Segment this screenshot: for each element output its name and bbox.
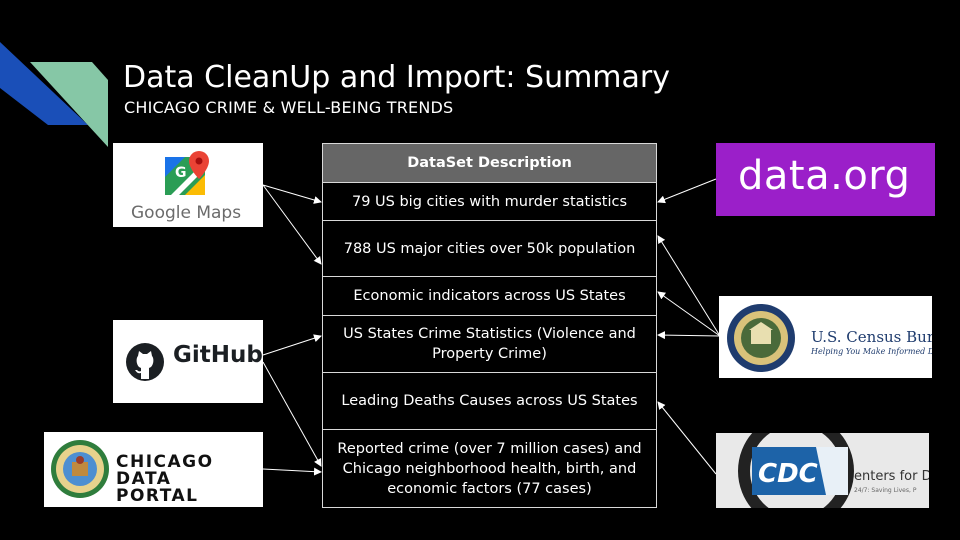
arrow bbox=[657, 235, 721, 337]
table-row: US States Crime Statistics (Violence and… bbox=[322, 315, 657, 373]
page-title: Data CleanUp and Import: Summary bbox=[123, 60, 671, 95]
table-row: 788 US major cities over 50k population bbox=[322, 220, 657, 277]
arrow bbox=[657, 178, 717, 204]
dataset-table: DataSet Description 79 US big cities wit… bbox=[322, 143, 657, 508]
github-label: GitHub bbox=[173, 342, 263, 368]
chicago-data-portal-label: CHICAGO DATA PORTAL bbox=[116, 452, 214, 506]
census-bureau-logo: U.S. Census Bureau Helping You Make Info… bbox=[719, 296, 932, 378]
google-maps-logo: G Google Maps bbox=[113, 143, 263, 227]
chicago-seal-icon bbox=[51, 440, 109, 498]
census-label: U.S. Census Bureau bbox=[811, 328, 932, 346]
corner-accent bbox=[0, 42, 108, 147]
commerce-seal-icon bbox=[727, 304, 795, 372]
arrow bbox=[657, 401, 717, 475]
google-maps-label: Google Maps bbox=[131, 203, 242, 223]
cdc-tagline: 24/7: Saving Lives, P bbox=[854, 487, 917, 494]
cdc-logo: CDC enters for D 24/7: Saving Lives, P bbox=[716, 433, 929, 508]
google-maps-icon: G bbox=[165, 151, 209, 195]
arrow bbox=[262, 467, 322, 476]
data-org-label: data.org bbox=[738, 153, 911, 199]
table-row: Reported crime (over 7 million cases) an… bbox=[322, 429, 657, 508]
cdc-side-text: enters for D bbox=[854, 469, 929, 484]
arrow bbox=[262, 184, 322, 265]
github-logo: GitHub bbox=[113, 320, 263, 403]
arrow bbox=[657, 331, 721, 340]
arrow bbox=[262, 361, 322, 467]
arrow bbox=[262, 184, 322, 204]
arrow bbox=[262, 334, 322, 356]
github-octocat-icon bbox=[126, 343, 164, 381]
table-row: 79 US big cities with murder statistics bbox=[322, 182, 657, 221]
arrow bbox=[657, 291, 721, 337]
table-header: DataSet Description bbox=[322, 143, 657, 183]
cdc-label: CDC bbox=[758, 459, 818, 489]
census-tagline: Helping You Make Informed Decisions bbox=[811, 347, 932, 356]
svg-text:G: G bbox=[175, 165, 187, 181]
magnifier-icon bbox=[738, 433, 854, 508]
chicago-data-portal-logo: CHICAGO DATA PORTAL bbox=[44, 432, 263, 507]
page-subtitle: CHICAGO CRIME & WELL-BEING TRENDS bbox=[124, 98, 454, 117]
table-row: Leading Deaths Causes across US States bbox=[322, 372, 657, 430]
table-row: Economic indicators across US States bbox=[322, 276, 657, 316]
data-org-logo: data.org bbox=[716, 143, 935, 216]
